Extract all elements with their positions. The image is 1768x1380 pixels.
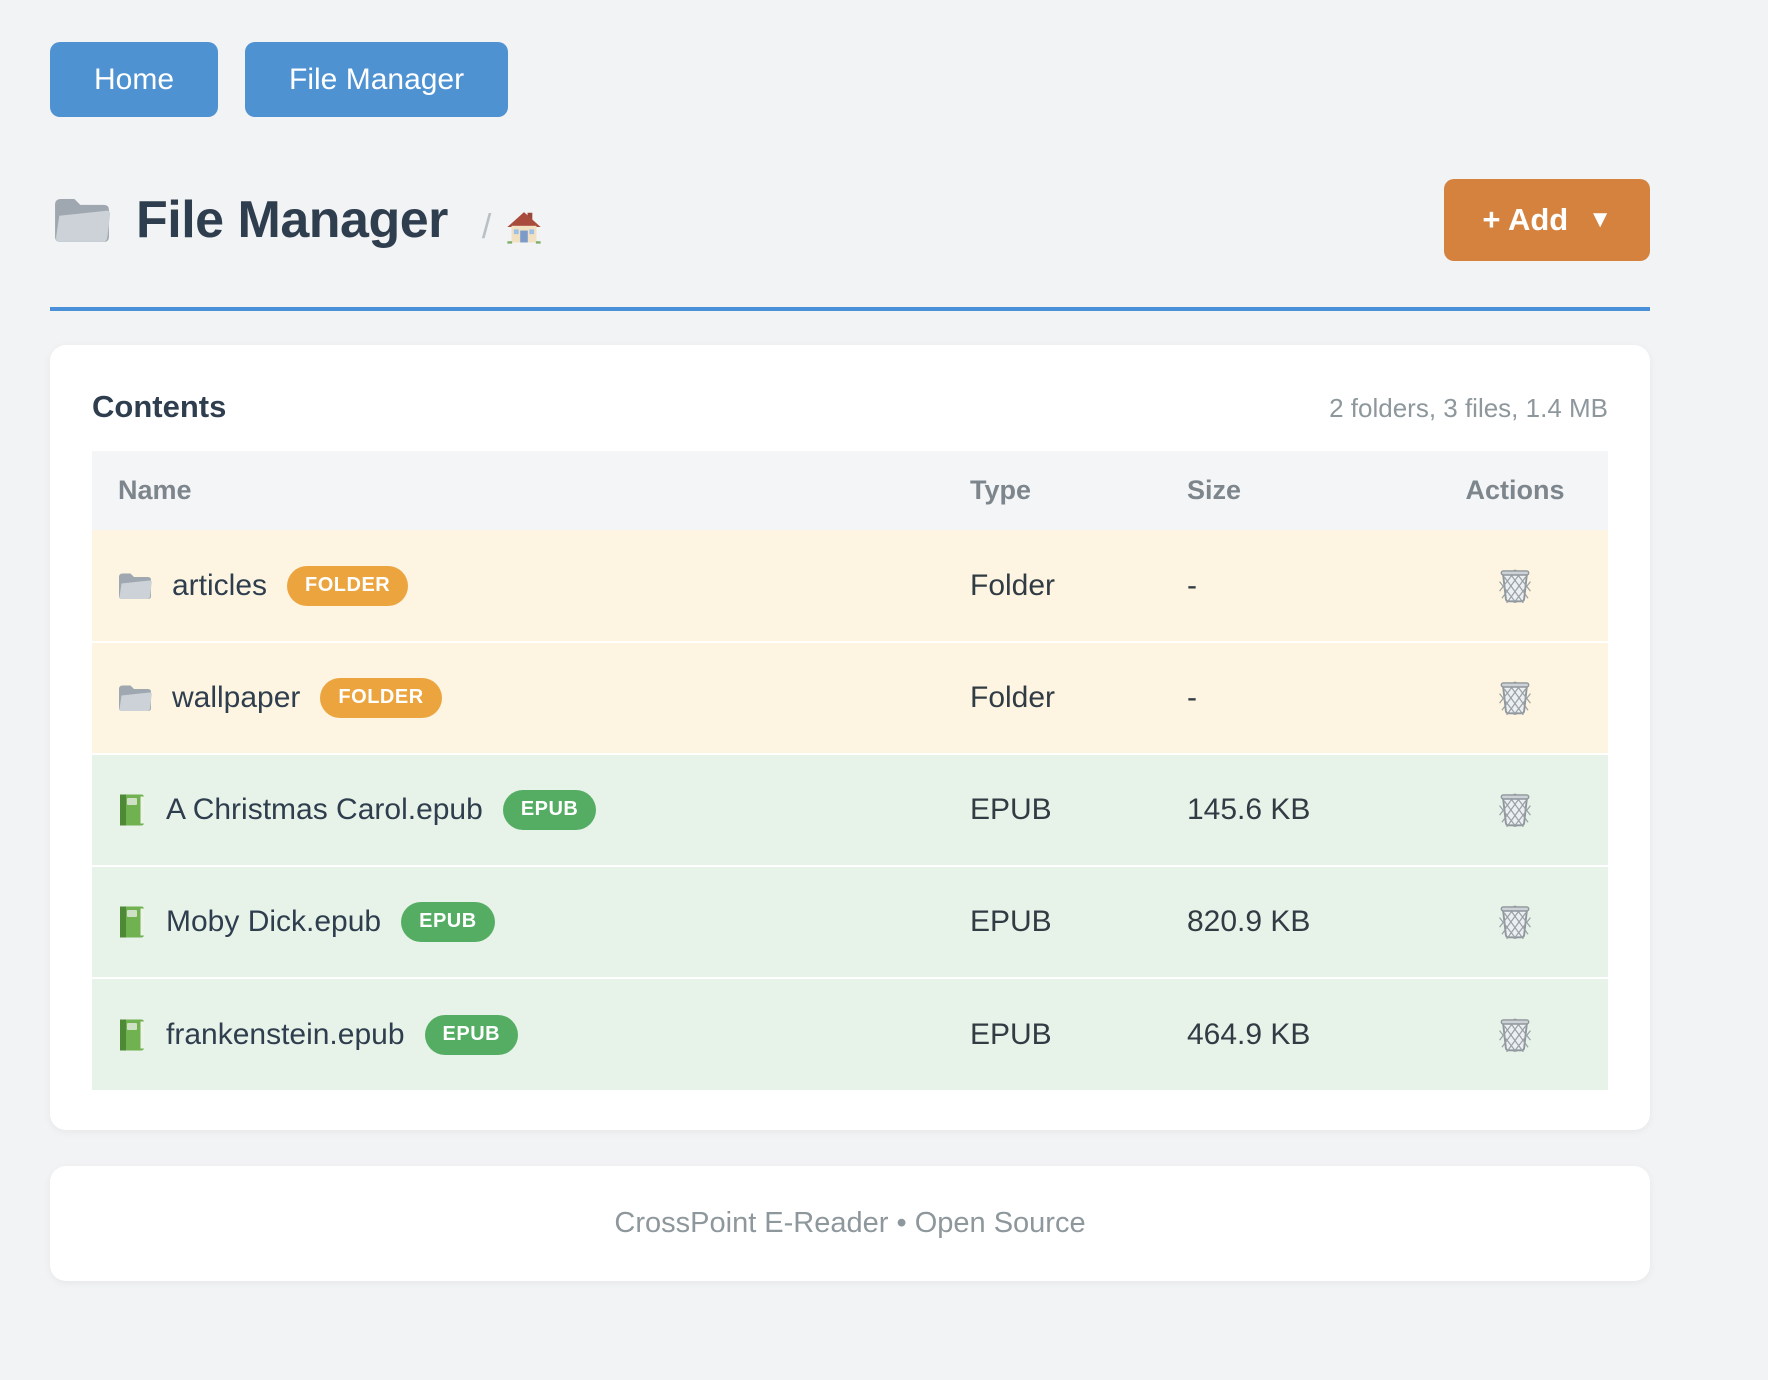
file-size: - (1187, 530, 1422, 642)
add-button-label: + Add (1482, 202, 1568, 238)
delete-button[interactable] (1493, 561, 1537, 607)
footer: CrossPoint E-Reader • Open Source (50, 1166, 1650, 1281)
file-type-badge: EPUB (401, 902, 495, 942)
file-type: EPUB (970, 754, 1187, 866)
column-header-size: Size (1187, 451, 1422, 530)
book-icon (116, 1017, 148, 1053)
column-header-name: Name (92, 451, 970, 530)
column-header-actions: Actions (1422, 451, 1608, 530)
footer-text: CrossPoint E-Reader • Open Source (614, 1207, 1085, 1240)
top-nav: Home File Manager (50, 42, 1650, 117)
delete-button[interactable] (1493, 673, 1537, 719)
page-title: File Manager (136, 190, 448, 250)
title-group: File Manager / (50, 190, 543, 250)
breadcrumb: / (482, 208, 543, 247)
trash-icon (1497, 677, 1533, 715)
file-name-link[interactable]: wallpaper (172, 681, 300, 715)
delete-button[interactable] (1493, 785, 1537, 831)
delete-button[interactable] (1493, 897, 1537, 943)
file-name-link[interactable]: articles (172, 569, 267, 603)
panel-summary: 2 folders, 3 files, 1.4 MB (1329, 393, 1608, 424)
file-table-body: articles FOLDER Folder - wallpaper FOLDE… (92, 530, 1608, 1090)
file-type-badge: FOLDER (287, 566, 408, 606)
breadcrumb-separator: / (482, 208, 491, 247)
trash-icon (1497, 901, 1533, 939)
page-header: File Manager / + Add ▼ (50, 179, 1650, 261)
table-header-row: Name Type Size Actions (92, 451, 1608, 530)
delete-button[interactable] (1493, 1010, 1537, 1056)
trash-icon (1497, 565, 1533, 603)
file-type: EPUB (970, 866, 1187, 978)
table-row: wallpaper FOLDER Folder - (92, 642, 1608, 754)
page: Home File Manager File Manager / + Add ▼… (50, 0, 1650, 1281)
chevron-down-icon: ▼ (1588, 206, 1612, 234)
home-button[interactable]: Home (50, 42, 218, 117)
table-row: Moby Dick.epub EPUB EPUB 820.9 KB (92, 866, 1608, 978)
file-table: Name Type Size Actions articles FOLDER F… (92, 451, 1608, 1090)
file-type-badge: EPUB (503, 790, 597, 830)
trash-icon (1497, 1014, 1533, 1052)
file-type-badge: FOLDER (320, 678, 441, 718)
file-type: Folder (970, 642, 1187, 754)
folder-icon (116, 570, 154, 602)
table-row: articles FOLDER Folder - (92, 530, 1608, 642)
accent-divider (50, 307, 1650, 311)
file-type: EPUB (970, 978, 1187, 1090)
file-size: 145.6 KB (1187, 754, 1422, 866)
file-size: - (1187, 642, 1422, 754)
file-type: Folder (970, 530, 1187, 642)
contents-card: Contents 2 folders, 3 files, 1.4 MB Name… (50, 345, 1650, 1130)
folder-icon (116, 682, 154, 714)
file-manager-button[interactable]: File Manager (245, 42, 508, 117)
folder-icon (50, 193, 114, 247)
panel-title: Contents (92, 389, 226, 425)
panel-head: Contents 2 folders, 3 files, 1.4 MB (92, 389, 1608, 425)
table-row: A Christmas Carol.epub EPUB EPUB 145.6 K… (92, 754, 1608, 866)
column-header-type: Type (970, 451, 1187, 530)
file-name-link[interactable]: A Christmas Carol.epub (166, 793, 483, 827)
home-icon[interactable] (505, 209, 543, 245)
table-row: frankenstein.epub EPUB EPUB 464.9 KB (92, 978, 1608, 1090)
file-name-link[interactable]: Moby Dick.epub (166, 905, 381, 939)
file-name-link[interactable]: frankenstein.epub (166, 1018, 405, 1052)
book-icon (116, 792, 148, 828)
file-size: 820.9 KB (1187, 866, 1422, 978)
file-type-badge: EPUB (425, 1015, 519, 1055)
book-icon (116, 904, 148, 940)
trash-icon (1497, 789, 1533, 827)
add-button[interactable]: + Add ▼ (1444, 179, 1650, 261)
file-size: 464.9 KB (1187, 978, 1422, 1090)
